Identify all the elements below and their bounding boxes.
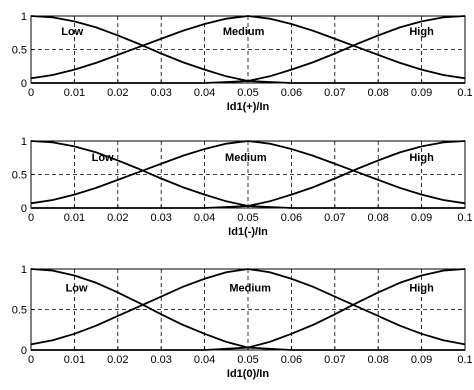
x-tick-label: 0.01 bbox=[64, 87, 85, 99]
chart-panel-3: 0 0.01 0.02 0.03 0.04 0.05 0.06 0.07 0.08 0.09 0.1… bbox=[12, 264, 473, 380]
x-tick-label: 0 bbox=[28, 354, 34, 366]
x-tick-label: 0.06 bbox=[281, 212, 302, 224]
x-tick-label: 0.09 bbox=[411, 87, 432, 99]
series-label-low: Low bbox=[66, 283, 88, 295]
series-label-high: High bbox=[409, 152, 434, 164]
x-tick-label: 0.03 bbox=[150, 354, 171, 366]
y-tick-label: 0 bbox=[21, 345, 27, 357]
series-label-low: Low bbox=[61, 26, 83, 38]
x-tick-label: 0.04 bbox=[194, 354, 215, 366]
x-tick-label: 0.05 bbox=[237, 354, 258, 366]
x-tick-label: 0.1 bbox=[457, 212, 472, 224]
x-tick-label: 0.1 bbox=[457, 354, 472, 366]
x-tick-label: 0 bbox=[28, 87, 34, 99]
x-tick-label: 0.04 bbox=[194, 87, 215, 99]
x-tick-label: 0.04 bbox=[194, 212, 215, 224]
series-label-medium: Medium bbox=[223, 26, 265, 38]
y-tick-label: 0 bbox=[21, 203, 27, 215]
x-tick-label: 0.08 bbox=[367, 212, 388, 224]
y-tick-label: 0 bbox=[21, 78, 27, 90]
x-tick-label: 0.05 bbox=[237, 87, 258, 99]
x-tick-label: 0.09 bbox=[411, 354, 432, 366]
x-tick-label: 0.01 bbox=[64, 212, 85, 224]
x-tick-label: 0.06 bbox=[281, 87, 302, 99]
x-axis-label: Id1(0)/In bbox=[227, 368, 269, 380]
y-tick-label: 0.5 bbox=[12, 45, 27, 57]
x-tick-label: 0 bbox=[28, 212, 34, 224]
x-tick-label: 0.08 bbox=[367, 354, 388, 366]
y-tick-label: 0.5 bbox=[12, 305, 27, 317]
x-tick-label: 0.07 bbox=[324, 212, 345, 224]
x-tick-label: 0.07 bbox=[324, 354, 345, 366]
y-tick-label: 1 bbox=[21, 136, 27, 148]
y-tick-label: 1 bbox=[21, 11, 27, 23]
series-label-low: Low bbox=[92, 152, 114, 164]
x-tick-label: 0.02 bbox=[107, 212, 128, 224]
x-tick-label: 0.03 bbox=[150, 212, 171, 224]
y-tick-label: 1 bbox=[21, 264, 27, 276]
x-tick-label: 0.07 bbox=[324, 87, 345, 99]
x-axis-label: Id1(+)/In bbox=[227, 101, 270, 113]
series-label-medium: Medium bbox=[229, 283, 271, 295]
series-label-high: High bbox=[409, 26, 434, 38]
x-axis-label: Id1(-)/In bbox=[228, 226, 268, 238]
x-tick-label: 0.1 bbox=[457, 87, 472, 99]
x-tick-label: 0.02 bbox=[107, 354, 128, 366]
chart-panel-1: 0 0.01 0.02 0.03 0.04 0.05 0.06 0.07 0.08 0.09 0.1… bbox=[12, 11, 473, 113]
x-tick-label: 0.05 bbox=[237, 212, 258, 224]
x-tick-label: 0.09 bbox=[411, 212, 432, 224]
x-tick-label: 0.01 bbox=[64, 354, 85, 366]
series-label-high: High bbox=[409, 283, 434, 295]
chart-panel-2: 0 0.01 0.02 0.03 0.04 0.05 0.06 0.07 0.08 0.09 0.1… bbox=[12, 136, 473, 238]
y-tick-label: 0.5 bbox=[12, 170, 27, 182]
series-label-medium: Medium bbox=[225, 152, 267, 164]
x-tick-label: 0.06 bbox=[281, 354, 302, 366]
x-tick-label: 0.08 bbox=[367, 87, 388, 99]
x-tick-label: 0.03 bbox=[150, 87, 171, 99]
x-tick-label: 0.02 bbox=[107, 87, 128, 99]
